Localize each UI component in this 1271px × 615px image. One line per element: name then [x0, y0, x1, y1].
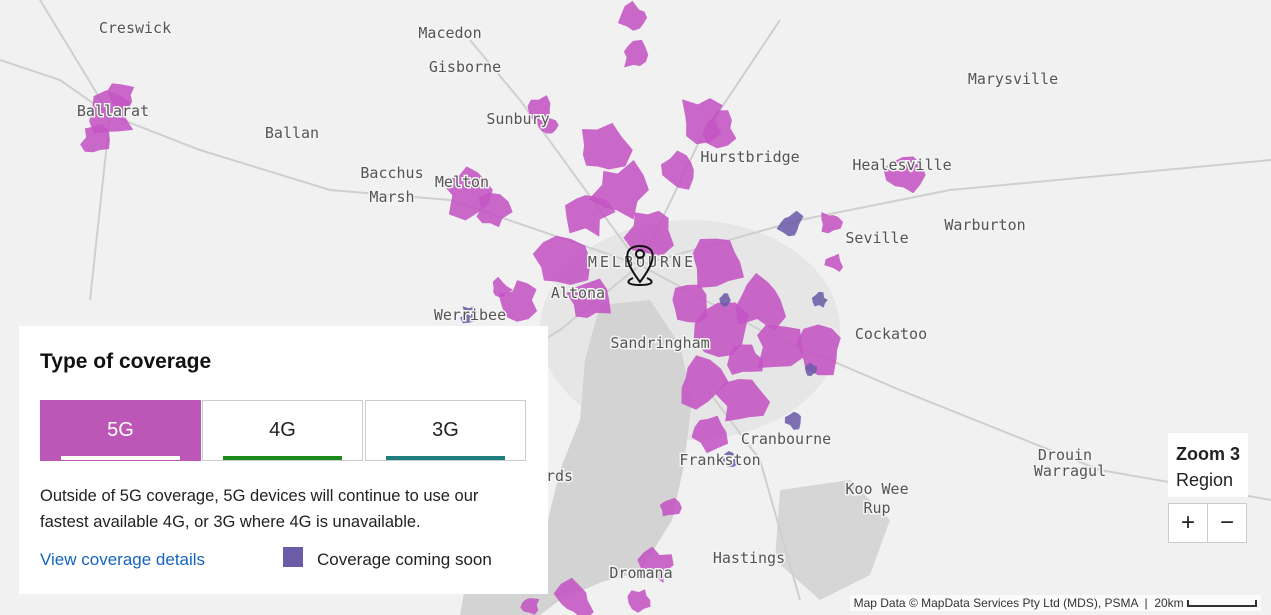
coverage-area	[440, 166, 493, 221]
location-pin	[626, 245, 654, 287]
place-label: Sunbury	[486, 110, 549, 128]
tab-4g[interactable]: 4G	[202, 400, 363, 461]
place-label: Bacchus	[360, 164, 423, 182]
place-label: Marysville	[968, 70, 1058, 88]
western-port	[775, 480, 890, 600]
place-label: Seville	[845, 229, 908, 247]
place-label: Creswick	[99, 19, 171, 37]
place-label: Melton	[435, 173, 489, 191]
place-label: Koo Wee	[845, 480, 908, 498]
coverage-area	[784, 411, 801, 430]
pin-dot	[635, 249, 645, 259]
place-label: Marsh	[369, 188, 414, 206]
place-label: Rup	[863, 499, 890, 517]
attribution: Map Data © MapData Services Pty Ltd (MDS…	[849, 595, 1261, 611]
coverage-area	[719, 293, 731, 307]
attribution-text: Map Data © MapData Services Pty Ltd (MDS…	[853, 596, 1138, 610]
zoom-out[interactable]: −	[1207, 503, 1247, 543]
coverage-area	[824, 253, 844, 272]
coverage-area	[715, 379, 771, 422]
coverage-area	[527, 95, 551, 122]
place-label: Frankston	[679, 451, 760, 469]
coverage-area	[498, 280, 538, 322]
coverage-area	[776, 210, 804, 237]
coverage-area	[883, 156, 926, 194]
place-label: Cockatoo	[855, 325, 927, 343]
zoom-info: Zoom 3 Region	[1168, 433, 1248, 497]
coverage-area	[627, 589, 651, 613]
place-label: Altona	[551, 284, 605, 302]
zoom-in[interactable]: +	[1168, 503, 1208, 543]
scale-label: 20km	[1154, 596, 1184, 610]
place-label: MELBOURNE	[588, 253, 696, 271]
coverage-link[interactable]: View coverage details	[40, 550, 206, 569]
coverage-area	[565, 195, 616, 237]
place-label: Sandringham	[610, 334, 709, 352]
coverage-area	[532, 235, 591, 285]
place-label: Gisborne	[429, 58, 501, 76]
coverage-area	[812, 291, 828, 308]
coverage-area	[520, 598, 540, 615]
coming-soon-swatch	[283, 547, 303, 567]
coming-soon-label: Coverage coming soon	[317, 550, 492, 569]
place-label: Healesville	[852, 156, 951, 174]
coverage-area	[623, 210, 674, 257]
coverage-area	[796, 324, 841, 376]
coverage-area	[672, 284, 708, 323]
place-label: Ballan	[265, 124, 319, 142]
coverage-area	[691, 415, 729, 454]
panel-title: Type of coverage	[40, 350, 212, 373]
place-label: Werribee	[434, 306, 506, 324]
coverage-area	[722, 451, 739, 467]
place-label: Hurstbridge	[700, 148, 799, 166]
coverage-area	[107, 83, 135, 110]
tab-label: 4G	[269, 419, 296, 441]
zoom-level: Zoom 3	[1176, 444, 1241, 464]
coverage-area	[623, 39, 649, 68]
coverage-area	[537, 115, 559, 134]
coverage-area	[659, 497, 682, 517]
place-label: Ballarat	[77, 102, 149, 120]
coverage-area	[492, 276, 514, 298]
tab-5g[interactable]: 5G	[40, 400, 201, 461]
place-label: Cranbourne	[741, 430, 831, 448]
coverage-area	[702, 110, 737, 149]
place-label: Drouin	[1038, 446, 1092, 464]
coverage-area	[661, 150, 694, 190]
coverage-area	[681, 355, 729, 410]
coverage-area	[566, 278, 611, 318]
coverage-area	[617, 0, 647, 31]
coverage-area	[476, 192, 513, 228]
coverage-area	[804, 362, 818, 377]
tab-underline	[223, 456, 342, 460]
coverage-panel: Type of coverage 5G 4G 3G Outside of 5G …	[19, 326, 548, 594]
coverage-area	[460, 306, 479, 324]
coverage-area	[693, 302, 749, 358]
scale-bar	[1187, 600, 1257, 608]
tab-label: 3G	[432, 419, 459, 441]
place-label: Macedon	[418, 24, 481, 42]
coverage-area	[553, 577, 594, 615]
place-label: Warburton	[944, 216, 1025, 234]
tab-underline	[386, 456, 505, 460]
coverage-area	[821, 212, 844, 234]
coverage-area	[757, 325, 804, 368]
zoom-region: Region	[1176, 470, 1234, 490]
description: Outside of 5G coverage, 5G devices will …	[40, 487, 479, 531]
coverage-area	[581, 122, 633, 170]
tab-underline	[61, 456, 180, 460]
place-label: Warragul	[1034, 462, 1106, 480]
tab-3g[interactable]: 3G	[365, 400, 526, 461]
coverage-area	[80, 123, 110, 153]
tab-label: 5G	[107, 419, 134, 441]
coverage-area	[637, 546, 674, 583]
coverage-area	[727, 344, 764, 375]
place-label: Hastings	[713, 549, 785, 567]
coverage-area	[692, 238, 745, 288]
place-label: Dromana	[609, 564, 672, 582]
